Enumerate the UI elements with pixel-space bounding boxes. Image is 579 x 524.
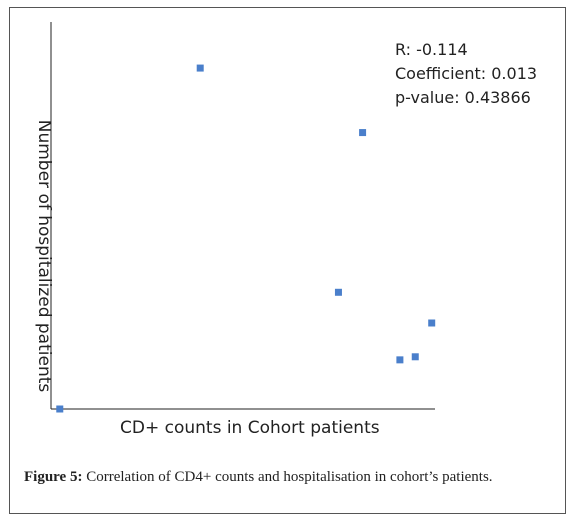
y-axis-label: Number of hospitalized patients (34, 119, 54, 393)
data-point-1 (56, 405, 64, 413)
figure-frame: R: -0.114 Coefficient: 0.013 p-value: 0.… (9, 7, 566, 514)
annotation-coefficient: Coefficient: 0.013 (395, 64, 538, 83)
figure-caption: Figure 5: Correlation of CD4+ counts and… (24, 467, 554, 488)
data-point-7 (396, 356, 404, 364)
x-axis-label: CD+ counts in Cohort patients (120, 418, 380, 438)
data-point-3 (359, 129, 367, 137)
caption-label: Figure 5: (24, 469, 83, 485)
data-point-5 (428, 319, 436, 327)
data-point-2 (196, 64, 204, 72)
data-point-4 (334, 288, 342, 296)
data-point-6 (411, 353, 419, 361)
annotation-r: R: -0.114 (395, 40, 468, 59)
scatter-plot (50, 22, 436, 413)
stats-annotation: R: -0.114 Coefficient: 0.013 p-value: 0.… (395, 38, 537, 110)
caption-text: Correlation of CD4+ counts and hospitali… (86, 469, 493, 485)
annotation-p-value: p-value: 0.43866 (395, 88, 531, 107)
